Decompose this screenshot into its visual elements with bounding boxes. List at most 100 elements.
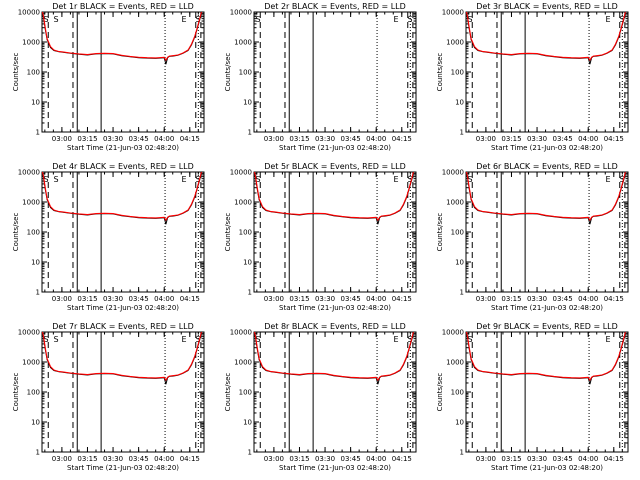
x-tick-label: 03:45: [553, 295, 573, 303]
vertical-markers: [259, 332, 414, 452]
y-tick-label: 1000: [22, 359, 40, 367]
y-tick-label: 1000: [22, 39, 40, 47]
y-tick-label: 1: [248, 129, 252, 137]
x-tick-label: 04:15: [604, 455, 624, 463]
segment-flag: E: [181, 335, 186, 344]
x-tick-label: 03:15: [501, 455, 521, 463]
panel-5: Det 5r BLACK = Events, RED = LLD 1 10 100 10…: [224, 162, 417, 312]
y-tick-label: 10: [31, 419, 40, 427]
segment-flag: S: [43, 175, 48, 184]
vertical-markers: [47, 172, 202, 292]
y-tick-label: 1: [36, 129, 40, 137]
x-tick-label: 04:15: [604, 135, 624, 143]
segment-flag: S: [619, 175, 624, 184]
series-events: [42, 12, 203, 65]
axes-frame: [465, 331, 629, 453]
x-tick-label: 04:00: [578, 295, 598, 303]
panel-title: Det 9r BLACK = Events, RED = LLD: [476, 322, 618, 331]
x-tick-label: 03:00: [52, 455, 72, 463]
y-axis-label: Counts/sec: [436, 213, 444, 252]
y-tick-label: 10: [243, 419, 252, 427]
series-lld: [42, 12, 202, 62]
y-axis-label: Counts/sec: [224, 53, 232, 92]
x-tick-label: 03:00: [52, 295, 72, 303]
x-tick-label: 04:15: [392, 455, 412, 463]
segment-flag: S: [407, 15, 412, 24]
x-tick-label: 03:30: [527, 295, 547, 303]
axes-frame: [253, 11, 417, 133]
series-group: [466, 172, 627, 225]
x-axis-label: Start Time (21-Jun-03 02:48:20): [491, 464, 603, 472]
segment-flag: S: [53, 15, 58, 24]
panel-title: Det 7r BLACK = Events, RED = LLD: [52, 322, 194, 331]
x-tick-label: 03:15: [77, 455, 97, 463]
panel-4: Det 4r BLACK = Events, RED = LLD 1 10 100 10…: [12, 162, 205, 312]
axes-frame: [253, 171, 417, 293]
segment-flag: S: [195, 335, 200, 344]
x-tick-label: 04:15: [180, 135, 200, 143]
y-tick-label: 1: [36, 289, 40, 297]
x-tick-label: 03:15: [77, 135, 97, 143]
x-tick-label: 04:00: [366, 135, 386, 143]
y-tick-label: 1000: [234, 39, 252, 47]
series-group: [42, 12, 203, 65]
series-events: [42, 332, 203, 385]
panel-title: Det 2r BLACK = Events, RED = LLD: [264, 2, 406, 11]
segment-flag: S: [53, 335, 58, 344]
x-tick-label: 03:15: [289, 455, 309, 463]
x-tick-label: 03:00: [264, 295, 284, 303]
y-tick-label: 100: [27, 229, 40, 237]
segment-flag: S: [255, 335, 260, 344]
series-group: [466, 332, 627, 385]
x-tick-label: 03:30: [527, 455, 547, 463]
x-axis-label: Start Time (21-Jun-03 02:48:20): [279, 304, 391, 312]
x-tick-label: 04:00: [366, 455, 386, 463]
y-tick-label: 100: [239, 229, 252, 237]
segment-flag: E: [605, 175, 610, 184]
x-axis-label: Start Time (21-Jun-03 02:48:20): [279, 144, 391, 152]
x-tick-label: 03:30: [103, 455, 123, 463]
x-tick-label: 03:00: [476, 135, 496, 143]
panel-9: Det 9r BLACK = Events, RED = LLD 1 10 100 10…: [436, 322, 629, 472]
series-events: [254, 172, 415, 225]
y-tick-label: 10: [455, 259, 464, 267]
segment-flag: E: [181, 175, 186, 184]
panel-3: Det 3r BLACK = Events, RED = LLD 1 10 100 10…: [436, 2, 629, 152]
series-group: [254, 172, 415, 225]
y-tick-label: 10000: [230, 169, 252, 177]
y-axis-label: Counts/sec: [12, 213, 20, 252]
y-tick-label: 1000: [446, 39, 464, 47]
y-tick-label: 10000: [18, 169, 40, 177]
y-axis-label: Counts/sec: [224, 213, 232, 252]
x-tick-label: 03:30: [527, 135, 547, 143]
y-tick-label: 10000: [442, 329, 464, 337]
x-tick-label: 03:00: [52, 135, 72, 143]
series-lld: [42, 172, 202, 222]
y-tick-label: 1: [248, 449, 252, 457]
vertical-markers: [259, 172, 414, 292]
segment-flag: S: [195, 15, 200, 24]
y-tick-label: 10000: [18, 329, 40, 337]
y-tick-label: 10000: [442, 169, 464, 177]
x-tick-label: 04:00: [154, 455, 174, 463]
y-tick-label: 1000: [446, 199, 464, 207]
y-tick-label: 10: [31, 259, 40, 267]
y-tick-label: 1: [460, 449, 464, 457]
x-tick-label: 04:15: [604, 295, 624, 303]
y-tick-label: 1: [460, 129, 464, 137]
x-tick-label: 04:15: [392, 295, 412, 303]
x-tick-label: 03:00: [476, 295, 496, 303]
series-lld: [466, 172, 626, 222]
y-tick-label: 1: [36, 449, 40, 457]
x-tick-label: 03:45: [341, 455, 361, 463]
segment-flag: S: [255, 175, 260, 184]
y-axis-label: Counts/sec: [12, 53, 20, 92]
y-tick-label: 10: [243, 99, 252, 107]
x-tick-label: 04:15: [180, 295, 200, 303]
x-tick-label: 04:00: [154, 295, 174, 303]
panel-title: Det 1r BLACK = Events, RED = LLD: [52, 2, 194, 11]
x-tick-label: 03:45: [341, 295, 361, 303]
y-tick-label: 100: [27, 389, 40, 397]
x-tick-label: 03:45: [129, 295, 149, 303]
panel-title: Det 5r BLACK = Events, RED = LLD: [264, 162, 406, 171]
